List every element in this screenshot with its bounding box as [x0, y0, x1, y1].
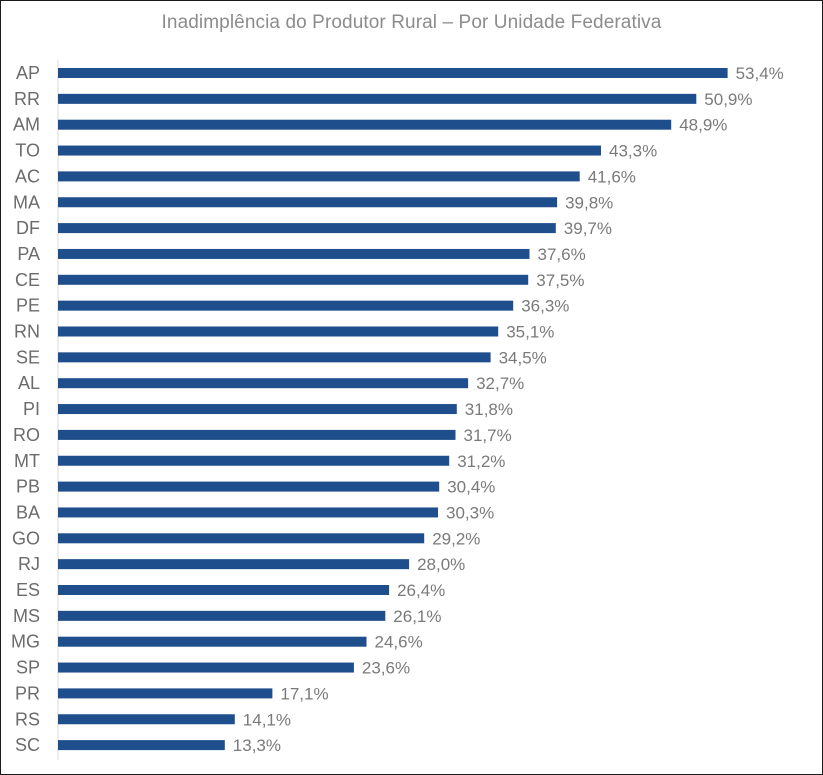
bar-sp: [58, 662, 354, 673]
category-label-ma: MA: [13, 192, 40, 212]
value-label-ro: 31,7%: [464, 426, 512, 445]
value-label-pa: 37,6%: [538, 245, 586, 264]
category-label-se: SE: [16, 347, 40, 367]
bar-pi: [58, 404, 457, 415]
category-label-sc: SC: [15, 735, 40, 755]
category-label-al: AL: [18, 373, 40, 393]
category-label-mt: MT: [14, 451, 40, 471]
bar-sc: [58, 740, 225, 751]
bar-to: [58, 145, 601, 156]
value-label-mt: 31,2%: [457, 452, 505, 471]
value-label-rr: 50,9%: [704, 90, 752, 109]
category-label-am: AM: [13, 115, 40, 135]
category-label-to: TO: [15, 141, 40, 161]
bar-ba: [58, 507, 438, 518]
category-label-rj: RJ: [18, 554, 40, 574]
category-label-rn: RN: [14, 322, 40, 342]
category-label-pa: PA: [17, 244, 40, 264]
value-label-al: 32,7%: [476, 374, 524, 393]
bar-es: [58, 585, 390, 595]
bar-df: [58, 223, 556, 234]
value-label-pi: 31,8%: [465, 400, 513, 419]
category-label-ba: BA: [16, 502, 40, 522]
category-label-rs: RS: [15, 709, 40, 729]
bar-al: [58, 378, 469, 389]
bar-pe: [58, 300, 514, 311]
bar-mt: [58, 455, 450, 466]
category-label-mg: MG: [11, 632, 40, 652]
category-label-sp: SP: [16, 658, 40, 678]
category-label-pi: PI: [23, 399, 40, 419]
value-label-pe: 36,3%: [521, 297, 569, 316]
category-label-df: DF: [16, 218, 40, 238]
value-label-am: 48,9%: [679, 116, 727, 135]
value-label-se: 34,5%: [499, 348, 547, 367]
category-label-es: ES: [16, 580, 40, 600]
bar-am: [58, 119, 672, 130]
bar-pa: [58, 248, 530, 259]
value-label-pr: 17,1%: [280, 684, 328, 703]
bar-ce: [58, 274, 529, 285]
category-label-rr: RR: [14, 89, 40, 109]
bar-pb: [58, 481, 440, 492]
category-label-ap: AP: [16, 63, 40, 83]
value-label-sc: 13,3%: [233, 736, 281, 755]
bar-ma: [58, 197, 558, 208]
category-label-ac: AC: [15, 166, 40, 186]
value-label-go: 29,2%: [432, 529, 480, 548]
category-label-go: GO: [12, 528, 40, 548]
bar-pr: [58, 688, 273, 699]
bar-rj: [58, 559, 410, 570]
value-label-ma: 39,8%: [565, 193, 613, 212]
category-label-ro: RO: [13, 425, 40, 445]
category-label-ms: MS: [13, 606, 40, 626]
value-label-rn: 35,1%: [506, 323, 554, 342]
bar-rs: [58, 714, 235, 725]
category-label-ce: CE: [15, 270, 40, 290]
bar-se: [58, 352, 491, 363]
bar-rr: [58, 93, 697, 104]
chart-title: Inadimplência do Produtor Rural – Por Un…: [161, 12, 662, 33]
category-label-pe: PE: [16, 296, 40, 316]
value-label-sp: 23,6%: [362, 659, 410, 678]
value-label-ac: 41,6%: [588, 167, 636, 186]
bar-ms: [58, 610, 386, 621]
bar-ap: [58, 68, 728, 78]
value-label-pb: 30,4%: [447, 478, 495, 497]
value-label-df: 39,7%: [564, 219, 612, 238]
value-label-ms: 26,1%: [393, 607, 441, 626]
value-label-rj: 28,0%: [417, 555, 465, 574]
value-label-es: 26,4%: [397, 581, 445, 600]
bar-mg: [58, 636, 367, 647]
value-label-ba: 30,3%: [446, 503, 494, 522]
bar-go: [58, 533, 425, 544]
bars-group: AP 53,4% RR 50,9% AM 48,9% TO 43,3% AC 41,6% MA 39,…: [11, 63, 784, 755]
value-label-ap: 53,4%: [736, 64, 784, 83]
bar-rn: [58, 326, 499, 337]
category-label-pb: PB: [16, 477, 40, 497]
value-label-rs: 14,1%: [243, 710, 291, 729]
bar-ac: [58, 171, 580, 182]
value-label-to: 43,3%: [609, 142, 657, 161]
value-label-mg: 24,6%: [375, 633, 423, 652]
bar-ro: [58, 429, 456, 440]
category-label-pr: PR: [15, 683, 40, 703]
value-label-ce: 37,5%: [536, 271, 584, 290]
